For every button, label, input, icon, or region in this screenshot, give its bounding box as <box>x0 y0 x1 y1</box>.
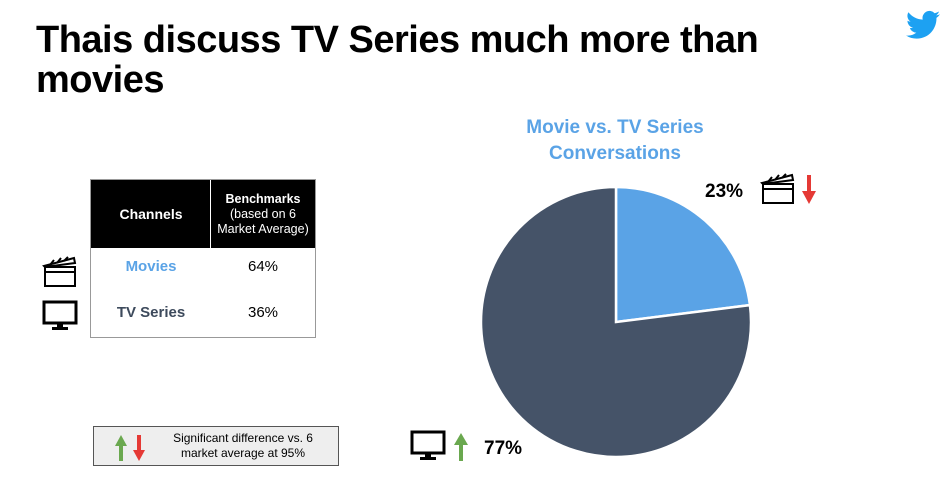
clapperboard-icon <box>42 256 77 287</box>
benchmark-table: Channels Benchmarks (based on 6 Market Av… <box>90 179 316 338</box>
tv-monitor-icon <box>410 430 446 460</box>
up-arrow-icon <box>454 433 468 461</box>
header-benchmarks: Benchmarks (based on 6 Market Average) <box>211 180 315 248</box>
up-arrow-icon <box>115 435 127 461</box>
row-value-tv-series: 36% <box>247 304 279 321</box>
pie-slice-movie <box>614 185 752 324</box>
chart-title: Movie vs. TV Series Conversations <box>526 117 704 164</box>
significance-legend: Significant difference vs. 6 market aver… <box>93 426 339 466</box>
table-header <box>91 180 315 248</box>
row-value-movies: 64% <box>247 258 279 275</box>
header-benchmarks-sub: (based on 6 Market Average) <box>217 206 309 236</box>
row-label-tv-series: TV Series <box>116 304 186 321</box>
down-arrow-icon <box>133 435 145 461</box>
slide-title: Thais discuss TV Series much more than m… <box>36 19 759 101</box>
down-arrow-icon <box>802 175 816 204</box>
clapperboard-icon <box>760 173 795 204</box>
legend-text: Significant difference vs. 6 market aver… <box>173 431 313 460</box>
tv-monitor-icon <box>42 300 78 330</box>
row-label-movies: Movies <box>125 258 177 275</box>
header-channels: Channels <box>119 206 183 222</box>
twitter-bird-icon <box>906 10 940 39</box>
pie-slice-tv-series <box>479 185 753 459</box>
movie-slice-label: 23% <box>705 181 744 202</box>
header-divider <box>210 180 211 248</box>
pie-chart <box>479 185 753 459</box>
header-benchmarks-title: Benchmarks <box>225 191 301 206</box>
tv-series-slice-label: 77% <box>484 438 523 459</box>
